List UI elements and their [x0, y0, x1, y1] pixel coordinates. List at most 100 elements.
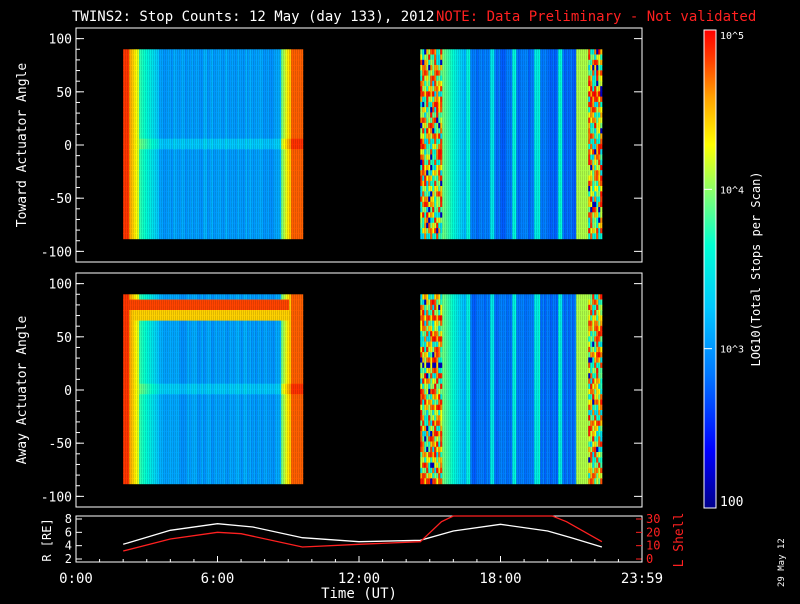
- toward-heat-cell: [155, 149, 158, 156]
- toward-heat-cell: [203, 128, 206, 135]
- toward-heat-cell: [299, 180, 302, 187]
- toward-heat-cell: [243, 233, 246, 240]
- toward-heat-cell: [155, 233, 158, 240]
- toward-heat-cell: [277, 233, 280, 240]
- toward-heat-cell: [452, 212, 455, 219]
- toward-heat-cell: [498, 143, 501, 150]
- toward-heat-cell: [137, 149, 140, 156]
- toward-heat-cell: [480, 122, 483, 129]
- toward-heat-cell: [508, 70, 511, 77]
- toward-heat-cell: [504, 138, 507, 145]
- toward-heat-cell: [169, 70, 172, 77]
- toward-heat-cell: [462, 165, 465, 171]
- toward-heat-cell: [255, 143, 258, 150]
- toward-heat-cell: [163, 222, 166, 229]
- toward-heat-cell: [446, 49, 449, 56]
- toward-heat-cell: [215, 91, 218, 98]
- toward-heat-cell: [271, 207, 274, 213]
- toward-heat-cell: [143, 180, 146, 187]
- toward-heat-cell: [422, 70, 425, 77]
- toward-heat-cell: [127, 101, 130, 108]
- toward-heat-cell: [235, 101, 238, 108]
- toward-heat-cell: [125, 75, 128, 82]
- toward-heat-cell: [169, 80, 172, 87]
- toward-heat-cell: [279, 159, 282, 166]
- toward-heat-cell: [480, 222, 483, 229]
- toward-heat-cell: [424, 75, 427, 82]
- toward-heat-cell: [283, 222, 286, 229]
- toward-heat-cell: [149, 180, 152, 187]
- toward-heat-cell: [157, 233, 160, 240]
- toward-heat-cell: [197, 143, 200, 150]
- toward-heat-cell: [255, 154, 258, 161]
- toward-heat-cell: [163, 149, 166, 156]
- toward-heat-cell: [233, 59, 236, 66]
- toward-heat-cell: [506, 222, 509, 229]
- toward-heat-cell: [301, 96, 304, 103]
- toward-heat-cell: [460, 128, 463, 135]
- toward-heat-cell: [297, 122, 300, 129]
- toward-heat-cell: [189, 149, 192, 156]
- toward-heat-cell: [129, 180, 132, 187]
- toward-heat-cell: [251, 133, 254, 140]
- toward-heat-cell: [498, 217, 501, 224]
- toward-heat-cell: [279, 212, 282, 219]
- toward-heat-cell: [488, 217, 491, 224]
- toward-heat-cell: [496, 222, 499, 229]
- toward-heat-cell: [291, 165, 294, 171]
- toward-heat-cell: [514, 49, 517, 56]
- toward-heat-cell: [285, 196, 288, 203]
- toward-heat-cell: [299, 217, 302, 224]
- toward-heat-cell: [127, 59, 130, 66]
- toward-heat-cell: [482, 175, 485, 182]
- toward-heat-cell: [267, 228, 270, 234]
- toward-heat-cell: [436, 138, 439, 145]
- toward-heat-cell: [440, 133, 443, 140]
- toward-heat-cell: [211, 159, 214, 166]
- toward-heat-cell: [173, 59, 176, 66]
- toward-heat-cell: [145, 149, 148, 156]
- toward-heat-cell: [502, 117, 505, 124]
- toward-heat-cell: [257, 180, 260, 187]
- toward-heat-cell: [209, 201, 212, 208]
- toward-heat-cell: [279, 175, 282, 182]
- toward-heat-cell: [490, 228, 493, 234]
- toward-heat-cell: [213, 212, 216, 219]
- toward-heat-cell: [273, 149, 276, 156]
- toward-heat-cell: [448, 228, 451, 234]
- toward-heat-cell: [430, 212, 433, 219]
- toward-heat-cell: [466, 143, 469, 150]
- toward-heat-cell: [510, 70, 513, 77]
- toward-heat-cell: [448, 49, 451, 56]
- toward-heat-cell: [474, 186, 477, 192]
- toward-heat-cell: [127, 186, 130, 192]
- toward-heat-cell: [253, 154, 256, 161]
- toward-heat-cell: [470, 191, 473, 198]
- toward-heat-cell: [480, 207, 483, 213]
- toward-heat-cell: [189, 107, 192, 113]
- toward-heat-cell: [243, 222, 246, 229]
- toward-heat-cell: [193, 159, 196, 166]
- toward-heat-cell: [195, 143, 198, 150]
- toward-heat-cell: [239, 201, 242, 208]
- toward-heat-cell: [516, 170, 519, 177]
- toward-heat-cell: [295, 196, 298, 203]
- toward-heat-cell: [231, 201, 234, 208]
- toward-heat-cell: [137, 122, 140, 129]
- toward-heat-cell: [165, 175, 168, 182]
- toward-heat-cell: [514, 138, 517, 145]
- toward-heat-cell: [203, 96, 206, 103]
- toward-heat-cell: [127, 207, 130, 213]
- toward-heat-cell: [438, 154, 441, 161]
- toward-heat-cell: [143, 191, 146, 198]
- toward-heat-cell: [299, 49, 302, 56]
- toward-heat-cell: [285, 96, 288, 103]
- toward-heat-cell: [269, 228, 272, 234]
- toward-heat-cell: [287, 228, 290, 234]
- toward-heat-cell: [456, 143, 459, 150]
- toward-heat-cell: [227, 201, 230, 208]
- toward-heat-cell: [442, 217, 445, 224]
- toward-heat-cell: [450, 222, 453, 229]
- toward-heat-cell: [293, 75, 296, 82]
- toward-heat-cell: [143, 75, 146, 82]
